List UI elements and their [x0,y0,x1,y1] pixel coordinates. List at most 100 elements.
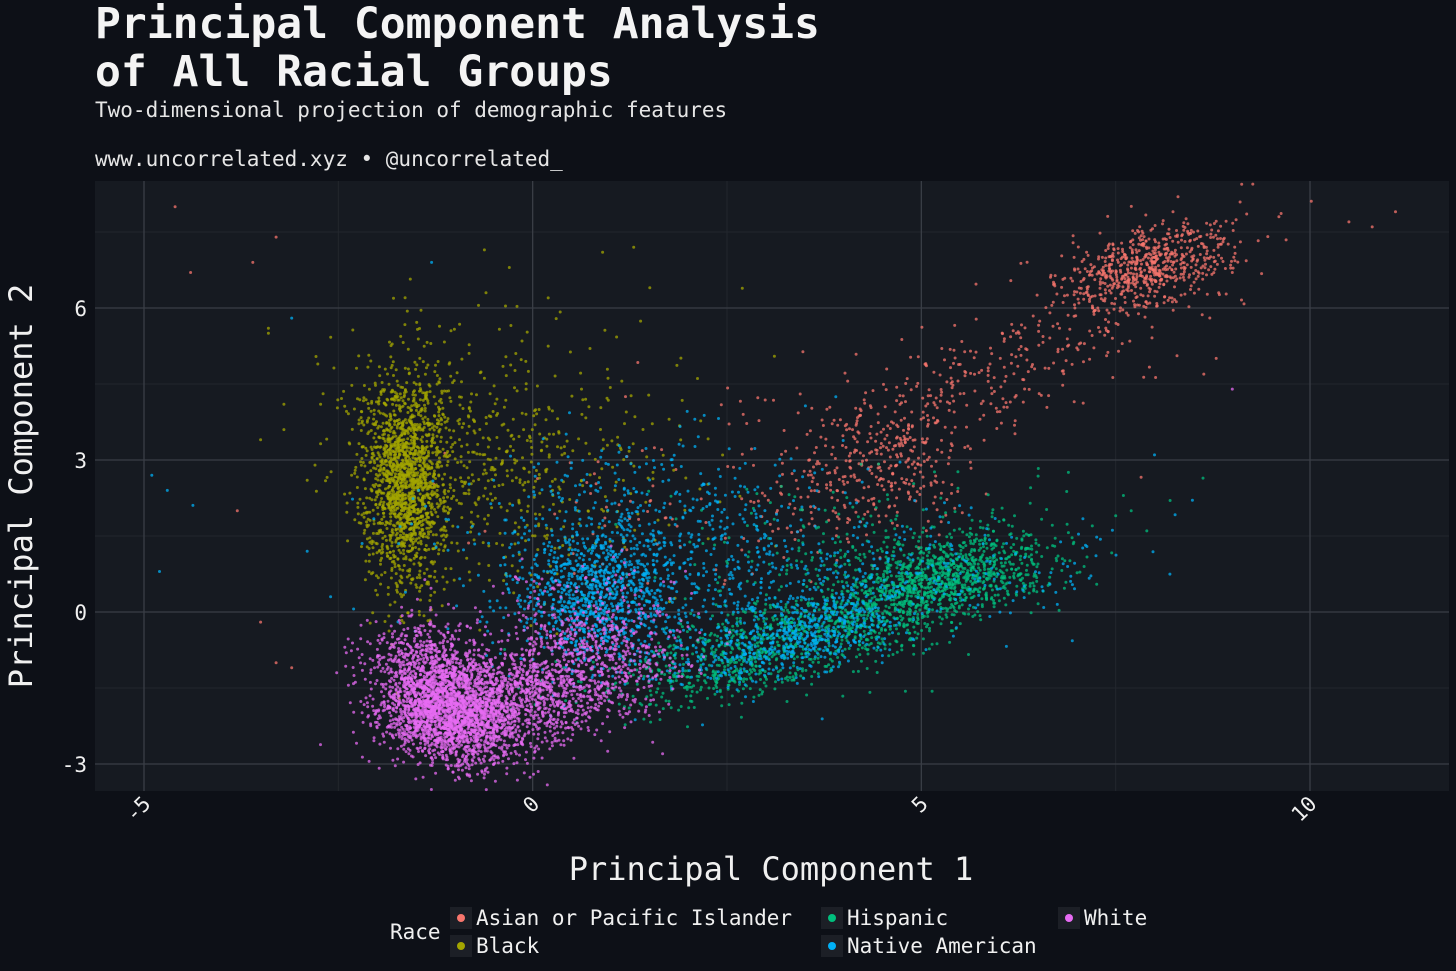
point-black [375,551,379,555]
point-black [484,422,488,426]
point-asian-or-pacific-islander [768,522,772,526]
point-asian-or-pacific-islander [745,422,749,425]
point-black [359,416,363,420]
point-asian-or-pacific-islander [893,481,897,485]
point-black [380,547,384,551]
point-black [530,452,534,456]
point-asian-or-pacific-islander [935,418,939,422]
point-black [410,489,414,493]
point-asian-or-pacific-islander [989,402,993,406]
point-black [433,575,436,579]
point-asian-or-pacific-islander [1135,275,1139,279]
point-hispanic [882,572,885,576]
point-black [405,462,409,466]
point-asian-or-pacific-islander [926,519,930,523]
point-asian-or-pacific-islander [1159,271,1163,275]
point-asian-or-pacific-islander [1233,259,1237,263]
point-asian-or-pacific-islander [858,451,862,455]
point-black [450,497,454,500]
point-asian-or-pacific-islander [1103,297,1107,301]
point-asian-or-pacific-islander [1216,243,1220,247]
point-asian-or-pacific-islander [1144,239,1148,243]
point-black [266,331,270,335]
point-black [492,384,496,388]
point-black [482,248,486,252]
point-asian-or-pacific-islander [1061,301,1065,304]
point-black [376,478,380,482]
point-black [366,471,369,475]
point-black [501,364,505,368]
point-asian-or-pacific-islander [1082,292,1086,296]
point-asian-or-pacific-islander [830,452,834,456]
point-black [319,402,323,406]
point-black [362,396,366,400]
point-asian-or-pacific-islander [1132,272,1136,276]
point-asian-or-pacific-islander [956,379,960,383]
point-asian-or-pacific-islander [799,495,803,499]
point-asian-or-pacific-islander [833,457,837,460]
point-hispanic [1075,571,1079,575]
point-black [432,414,436,418]
point-black [521,483,525,487]
point-black [698,487,702,491]
point-black [552,432,556,436]
point-asian-or-pacific-islander [1133,231,1137,235]
point-black [372,408,376,412]
point-black [401,386,405,389]
point-asian-or-pacific-islander [919,486,923,490]
point-asian-or-pacific-islander [1210,272,1214,276]
point-asian-or-pacific-islander [808,469,812,473]
point-asian-or-pacific-islander [884,388,888,392]
point-black [398,579,402,583]
point-black [526,504,530,508]
point-asian-or-pacific-islander [1082,297,1086,301]
point-hispanic [879,593,883,597]
point-black [518,481,522,484]
point-asian-or-pacific-islander [1135,303,1139,307]
point-asian-or-pacific-islander [1008,400,1012,404]
point-hispanic [1000,564,1004,568]
point-black [772,354,776,358]
point-black [417,498,421,502]
point-asian-or-pacific-islander [974,350,978,354]
point-black [627,449,631,453]
point-black [367,553,371,557]
point-black [325,437,329,441]
point-asian-or-pacific-islander [790,530,794,534]
point-asian-or-pacific-islander [1128,246,1132,250]
point-black [402,552,406,556]
point-asian-or-pacific-islander [896,455,900,459]
point-asian-or-pacific-islander [1182,270,1186,274]
point-black [447,389,451,393]
point-black [409,468,413,472]
point-black [394,581,398,585]
point-hispanic [1050,523,1054,527]
point-black [409,537,413,541]
point-asian-or-pacific-islander [885,367,889,371]
point-black [409,581,413,585]
point-asian-or-pacific-islander [999,421,1003,425]
point-black [407,473,410,477]
point-black [388,533,392,537]
point-black [415,576,419,580]
point-black [409,558,413,562]
point-asian-or-pacific-islander [900,338,904,341]
point-asian-or-pacific-islander [1212,255,1216,259]
point-hispanic [884,604,888,608]
point-asian-or-pacific-islander [1014,355,1018,359]
point-black [340,397,343,400]
point-black [394,572,398,576]
point-asian-or-pacific-islander [1121,274,1125,278]
point-black [436,448,439,452]
point-asian-or-pacific-islander [929,483,933,487]
point-asian-or-pacific-islander [837,478,841,481]
point-black [412,528,416,532]
point-asian-or-pacific-islander [1048,336,1052,340]
point-black [358,398,362,402]
point-black [417,547,421,551]
point-black [347,441,351,445]
point-asian-or-pacific-islander [1144,277,1148,281]
point-hispanic [992,599,995,602]
point-black [433,507,436,511]
point-black [540,440,544,444]
